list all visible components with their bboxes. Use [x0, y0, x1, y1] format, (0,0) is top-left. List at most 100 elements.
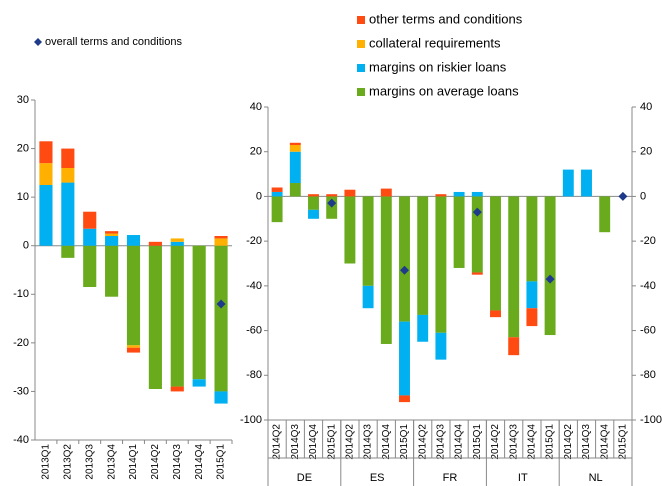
x-tick-label: 2015Q1	[545, 424, 556, 460]
bar	[435, 196, 447, 333]
bar	[148, 241, 162, 246]
bar	[581, 169, 592, 197]
bar	[39, 185, 53, 246]
bar	[105, 245, 119, 297]
y-tick-label: -40	[13, 434, 29, 446]
x-tick-label: 2014Q2	[490, 424, 501, 460]
y-tick-label: 10	[17, 191, 29, 203]
bar	[105, 233, 119, 236]
y-tick-label: -40	[246, 280, 262, 292]
bar	[192, 245, 206, 380]
group-label: FR	[443, 472, 458, 484]
bar	[148, 245, 162, 389]
marker	[618, 191, 628, 201]
legend-swatch	[357, 16, 365, 24]
y-tick-label: -60	[246, 324, 262, 336]
legend-swatch	[357, 40, 365, 48]
y-tick-label: 30	[17, 94, 29, 106]
bar	[289, 145, 301, 152]
bar	[170, 245, 184, 387]
bar	[289, 151, 301, 184]
x-tick-label: 2014Q2	[345, 424, 356, 460]
bar	[271, 187, 283, 192]
x-tick-label: 2014Q4	[381, 424, 392, 460]
bar	[308, 196, 319, 210]
y-tick-label: 0	[256, 190, 262, 202]
x-tick-label: 2014Q4	[454, 424, 465, 460]
bar	[417, 196, 429, 315]
y-tick-label: -20	[246, 235, 262, 247]
group-label: DE	[297, 472, 312, 484]
bar	[105, 236, 119, 246]
marker	[216, 299, 226, 309]
bar	[170, 238, 184, 242]
bar	[126, 347, 141, 353]
bar	[214, 245, 228, 392]
bar	[526, 281, 538, 309]
group-label: ES	[370, 472, 385, 484]
bar	[126, 235, 141, 246]
legend-swatch	[357, 64, 365, 72]
y-tick-label: 20	[17, 142, 29, 154]
x-tick-label: 2013Q3	[84, 444, 95, 480]
bar	[61, 245, 75, 258]
x-tick-label: 2013Q1	[41, 444, 52, 480]
y-tick-label: 0	[23, 240, 29, 252]
bar	[380, 188, 392, 197]
bar	[326, 194, 338, 197]
bar	[170, 386, 184, 392]
x-tick-label: 2014Q4	[599, 424, 610, 460]
bar	[453, 191, 465, 197]
x-tick-label: 2014Q1	[128, 444, 139, 480]
legend-marker	[34, 38, 42, 46]
y2-tick-label: -80	[640, 369, 656, 381]
bar	[83, 211, 97, 229]
bar	[508, 337, 520, 356]
bar	[380, 196, 392, 344]
bar	[435, 332, 447, 360]
x-tick-label: 2015Q1	[618, 424, 629, 460]
group-label: IT	[518, 472, 528, 484]
bar	[192, 379, 206, 387]
bar	[289, 142, 301, 146]
x-tick-label: 2015Q1	[326, 424, 337, 460]
y-tick-label: 20	[250, 146, 262, 158]
x-tick-label: 2014Q2	[563, 424, 574, 460]
x-tick-label: 2014Q2	[417, 424, 428, 460]
bar	[544, 196, 556, 336]
bar	[562, 169, 574, 197]
bar	[526, 308, 538, 327]
x-tick-label: 2014Q2	[272, 424, 283, 460]
bar	[508, 196, 520, 338]
x-tick-label: 2014Q4	[527, 424, 538, 460]
bar	[399, 395, 410, 403]
bar	[399, 196, 410, 322]
bar	[344, 196, 356, 264]
bar	[435, 194, 447, 197]
bar	[471, 196, 483, 273]
bar	[214, 238, 228, 246]
bar	[83, 228, 97, 246]
y2-tick-label: -20	[640, 235, 656, 247]
legend-label: other terms and conditions	[369, 11, 523, 26]
x-tick-label: 2015Q1	[472, 424, 483, 460]
y2-tick-label: 40	[640, 101, 652, 113]
bar	[362, 196, 374, 286]
bar	[61, 168, 75, 183]
marker	[327, 198, 337, 208]
bar	[61, 148, 75, 168]
bar	[271, 191, 283, 197]
bar	[490, 310, 501, 318]
bar	[105, 231, 119, 234]
legend-label: margins on riskier loans	[369, 59, 507, 74]
bar	[271, 196, 283, 223]
bar	[308, 194, 319, 197]
y2-tick-label: 0	[640, 190, 646, 202]
bar	[399, 321, 410, 396]
y-tick-label: -80	[246, 369, 262, 381]
bar	[83, 245, 97, 287]
x-tick-label: 2015Q1	[216, 444, 227, 480]
bar	[214, 391, 228, 404]
y2-tick-label: -100	[640, 414, 662, 426]
